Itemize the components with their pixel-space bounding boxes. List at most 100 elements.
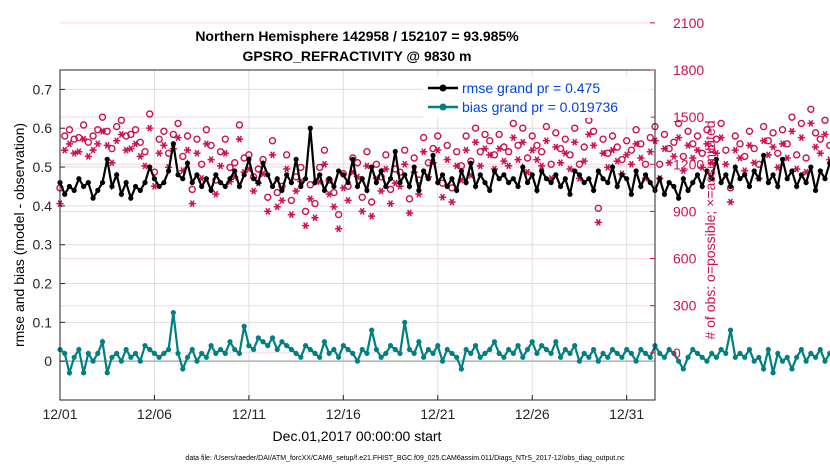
assimilated-point — [292, 187, 300, 195]
y-left-tick-label: 0.7 — [33, 81, 53, 97]
rmse-point — [345, 179, 351, 186]
rmse-point — [685, 187, 691, 193]
bias-point — [624, 346, 630, 353]
possible-point — [65, 126, 74, 134]
assimilated-point — [670, 152, 678, 160]
rmse-point — [350, 156, 356, 162]
rmse-point — [562, 176, 568, 182]
possible-point — [79, 121, 88, 129]
possible-point — [816, 135, 824, 143]
rmse-point — [81, 183, 87, 190]
bias-point — [288, 346, 294, 353]
rmse-point — [66, 183, 73, 190]
rmse-point — [359, 176, 365, 182]
rmse-point — [496, 176, 502, 182]
possible-point — [89, 132, 97, 140]
possible-point — [660, 130, 669, 139]
bias-point — [548, 350, 554, 357]
possible-point — [287, 196, 296, 205]
bias-point — [170, 310, 176, 316]
possible-point — [146, 110, 154, 118]
assimilated-point — [509, 134, 517, 142]
chart-title: Northern Hemisphere 142958 / 152107 = 93… — [195, 28, 519, 44]
possible-point — [632, 126, 640, 134]
assimilated-point — [462, 146, 470, 154]
rmse-point — [680, 176, 686, 182]
rmse-point — [761, 152, 767, 159]
bias-point — [614, 350, 620, 357]
bias-point — [166, 346, 172, 353]
possible-point — [410, 154, 418, 162]
rmse-point — [690, 179, 696, 186]
rmse-point — [775, 183, 781, 190]
rmse-point — [789, 168, 795, 174]
rmse-point — [553, 172, 559, 178]
bias-point — [199, 350, 205, 357]
bias-point — [260, 339, 266, 345]
rmse-point — [746, 183, 753, 190]
possible-point — [509, 119, 518, 128]
assimilated-point — [448, 198, 456, 206]
possible-point — [608, 132, 617, 140]
bias-point — [798, 346, 804, 353]
assimilated-point — [613, 157, 621, 165]
bias-point — [114, 350, 120, 357]
bias-point — [775, 350, 781, 357]
footnote: data file: /Users/raeder/DAI/ATM_forcXX/… — [185, 455, 625, 462]
possible-point — [750, 144, 758, 153]
possible-point — [183, 132, 192, 140]
rmse-point — [397, 179, 403, 186]
possible-point — [141, 148, 149, 156]
bias-point — [742, 354, 748, 360]
rmse-point — [123, 179, 129, 186]
possible-point — [571, 124, 579, 132]
assimilated-point — [703, 140, 711, 148]
bias-point — [99, 339, 106, 345]
rmse-point — [454, 187, 460, 193]
rmse-point — [222, 183, 228, 190]
assimilated-point — [306, 195, 314, 203]
possible-point — [495, 130, 503, 139]
bias-point — [147, 346, 153, 353]
assimilated-point — [698, 163, 706, 171]
possible-point — [679, 152, 688, 161]
rmse-point — [591, 187, 597, 193]
bias-point — [496, 350, 502, 357]
assimilated-point — [533, 156, 541, 164]
possible-point — [797, 119, 806, 128]
assimilated-point — [646, 148, 654, 156]
bias-point — [104, 370, 110, 376]
bias-point — [572, 343, 578, 349]
assimilated-point — [434, 146, 442, 154]
bias-point — [128, 354, 134, 360]
rmse-point — [727, 183, 734, 190]
assimilated-point — [84, 152, 92, 160]
rmse-point — [812, 187, 819, 193]
bias-point — [539, 343, 545, 349]
assimilated-point — [80, 135, 88, 143]
y-left-tick-label: 0 — [44, 353, 52, 369]
y-right-tick-label: 600 — [673, 251, 697, 267]
bias-point — [236, 350, 243, 357]
possible-point — [396, 168, 404, 176]
bias-point — [350, 350, 356, 357]
rmse-point — [364, 187, 370, 193]
rmse-point — [71, 187, 77, 193]
possible-point — [707, 144, 716, 153]
assimilated-point — [183, 146, 192, 154]
bias-point — [302, 343, 309, 349]
possible-point — [745, 127, 754, 135]
possible-point — [311, 199, 319, 208]
bias-point — [213, 350, 219, 357]
possible-point — [821, 116, 829, 124]
rmse-point — [624, 176, 630, 182]
bias-point — [194, 358, 200, 364]
bias-point — [284, 343, 290, 349]
y-right-tick-label: 1500 — [673, 109, 704, 125]
bias-point — [501, 354, 507, 360]
rmse-point — [184, 160, 191, 166]
assimilated-point — [131, 140, 140, 148]
bias-point — [402, 319, 408, 325]
x-tick-label: 12/01 — [42, 406, 77, 422]
rmse-point — [661, 191, 668, 197]
